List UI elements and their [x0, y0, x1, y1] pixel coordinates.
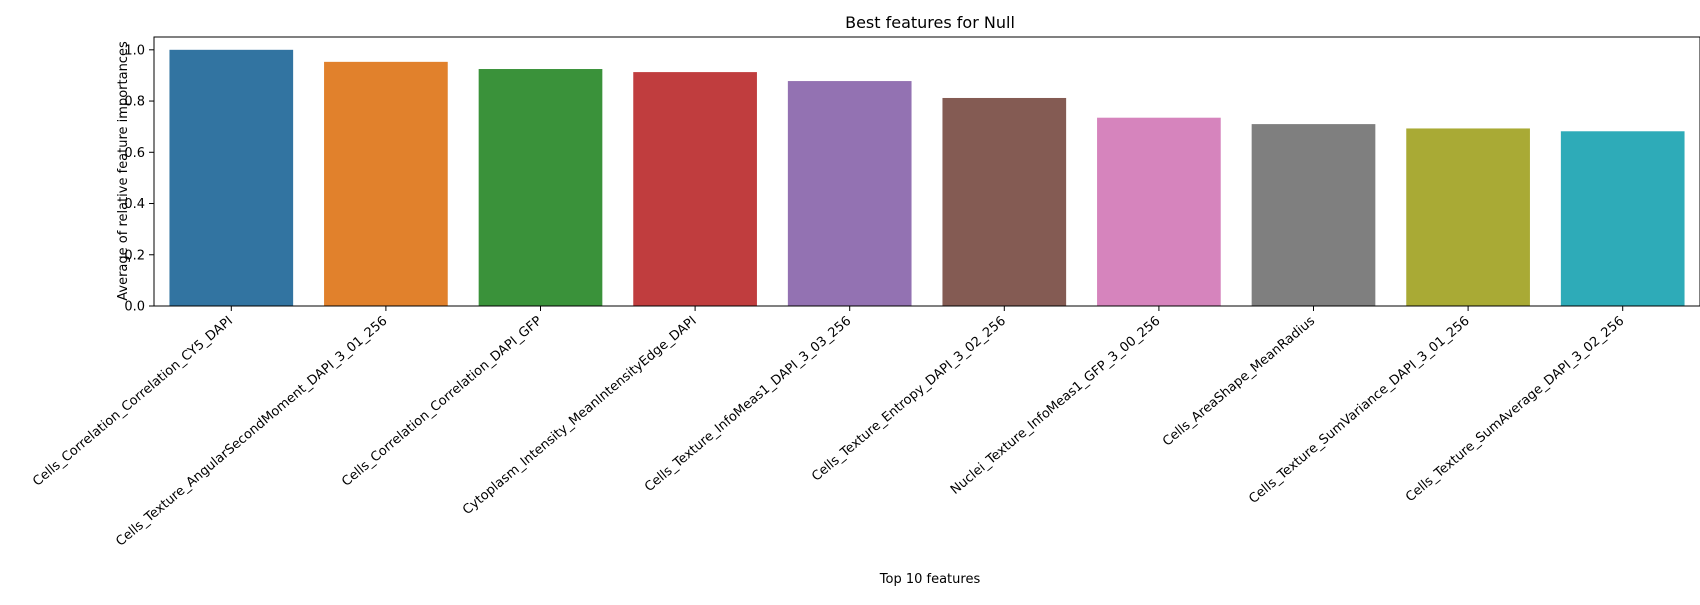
- bar: [1251, 124, 1376, 306]
- bar: [169, 49, 294, 307]
- bars-group: [169, 49, 1685, 307]
- y-tick-label: 0.6: [124, 146, 145, 161]
- y-tick-label: 1.0: [124, 43, 145, 58]
- y-tick-label: 0.2: [124, 248, 145, 263]
- x-axis: Cells_Correlation_Correlation_CY5_DAPICe…: [30, 306, 1627, 550]
- bar: [1097, 117, 1221, 306]
- y-tick-label: 0.8: [124, 95, 145, 110]
- bar: [1560, 131, 1685, 306]
- y-axis-label: Average of relative feature importances: [116, 41, 131, 301]
- bar: [633, 72, 757, 306]
- y-tick-label: 0.0: [124, 300, 145, 315]
- bar: [942, 97, 1067, 307]
- x-tick-label: Cells_Texture_Entropy_DAPI_3_02_256: [809, 314, 1009, 485]
- y-axis: 0.0 0.2 0.4 0.6 0.8 1.0: [124, 43, 154, 315]
- bar: [324, 61, 448, 306]
- x-tick-label: Cells_Texture_AngularSecondMoment_DAPI_3…: [113, 314, 390, 550]
- bar: [787, 81, 912, 306]
- bar: [1406, 128, 1530, 306]
- x-tick-label: Cytoplasm_Intensity_MeanIntensityEdge_DA…: [460, 314, 700, 518]
- x-axis-label: Top 10 features: [879, 572, 981, 587]
- bar: [478, 69, 603, 307]
- plot-frame: [153, 36, 1700, 307]
- x-tick-label: Cells_AreaShape_MeanRadius: [1160, 313, 1318, 449]
- chart-title: Best features for Null: [845, 13, 1015, 32]
- y-tick-label: 0.4: [124, 197, 145, 212]
